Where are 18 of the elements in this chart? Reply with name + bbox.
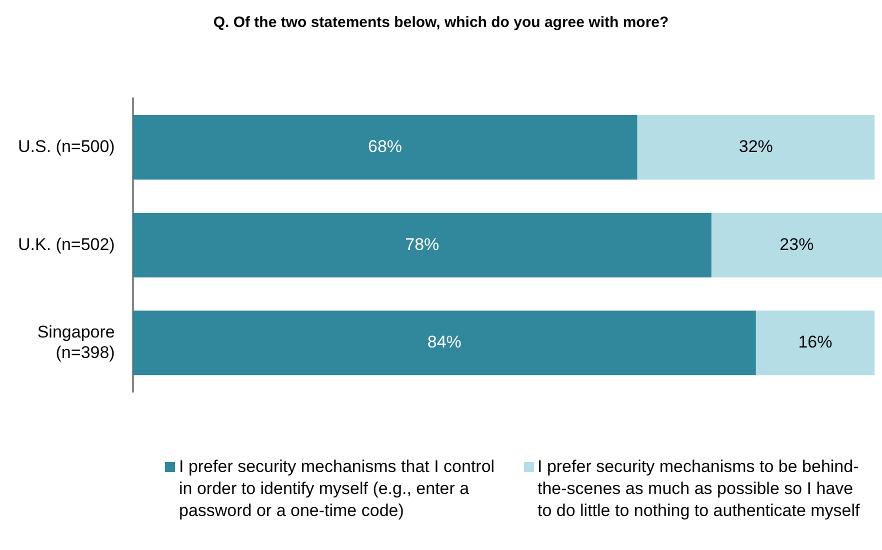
data-label: 84%: [427, 332, 462, 352]
data-label: 68%: [368, 136, 402, 156]
legend-label: I prefer security mechanisms to be behind-the-scenes as much as possible so I have to do little to nothing to authenticate myself: [538, 456, 861, 522]
chart-title: Q. Of the two statements below, which do you agree with more?: [212, 14, 670, 31]
data-label: 78%: [405, 234, 440, 254]
bar: [132, 310, 756, 376]
data-label: 16%: [798, 332, 832, 352]
y-tick-label: U.K. (n=502): [18, 234, 115, 254]
y-tick-label: U.S. (n=500): [18, 136, 115, 156]
bar: [756, 310, 875, 376]
data-label: 32%: [738, 136, 773, 156]
data-label: 23%: [780, 234, 814, 254]
legend-label: I prefer security mechanisms that I control in order to identify myself (e.g., enter a password or a one-time code): [179, 456, 496, 522]
y-tick-label: Singapore (n=398): [37, 322, 115, 362]
bar: [711, 212, 882, 278]
bar: [637, 115, 875, 180]
bar: [132, 212, 712, 278]
bar: [132, 115, 638, 180]
